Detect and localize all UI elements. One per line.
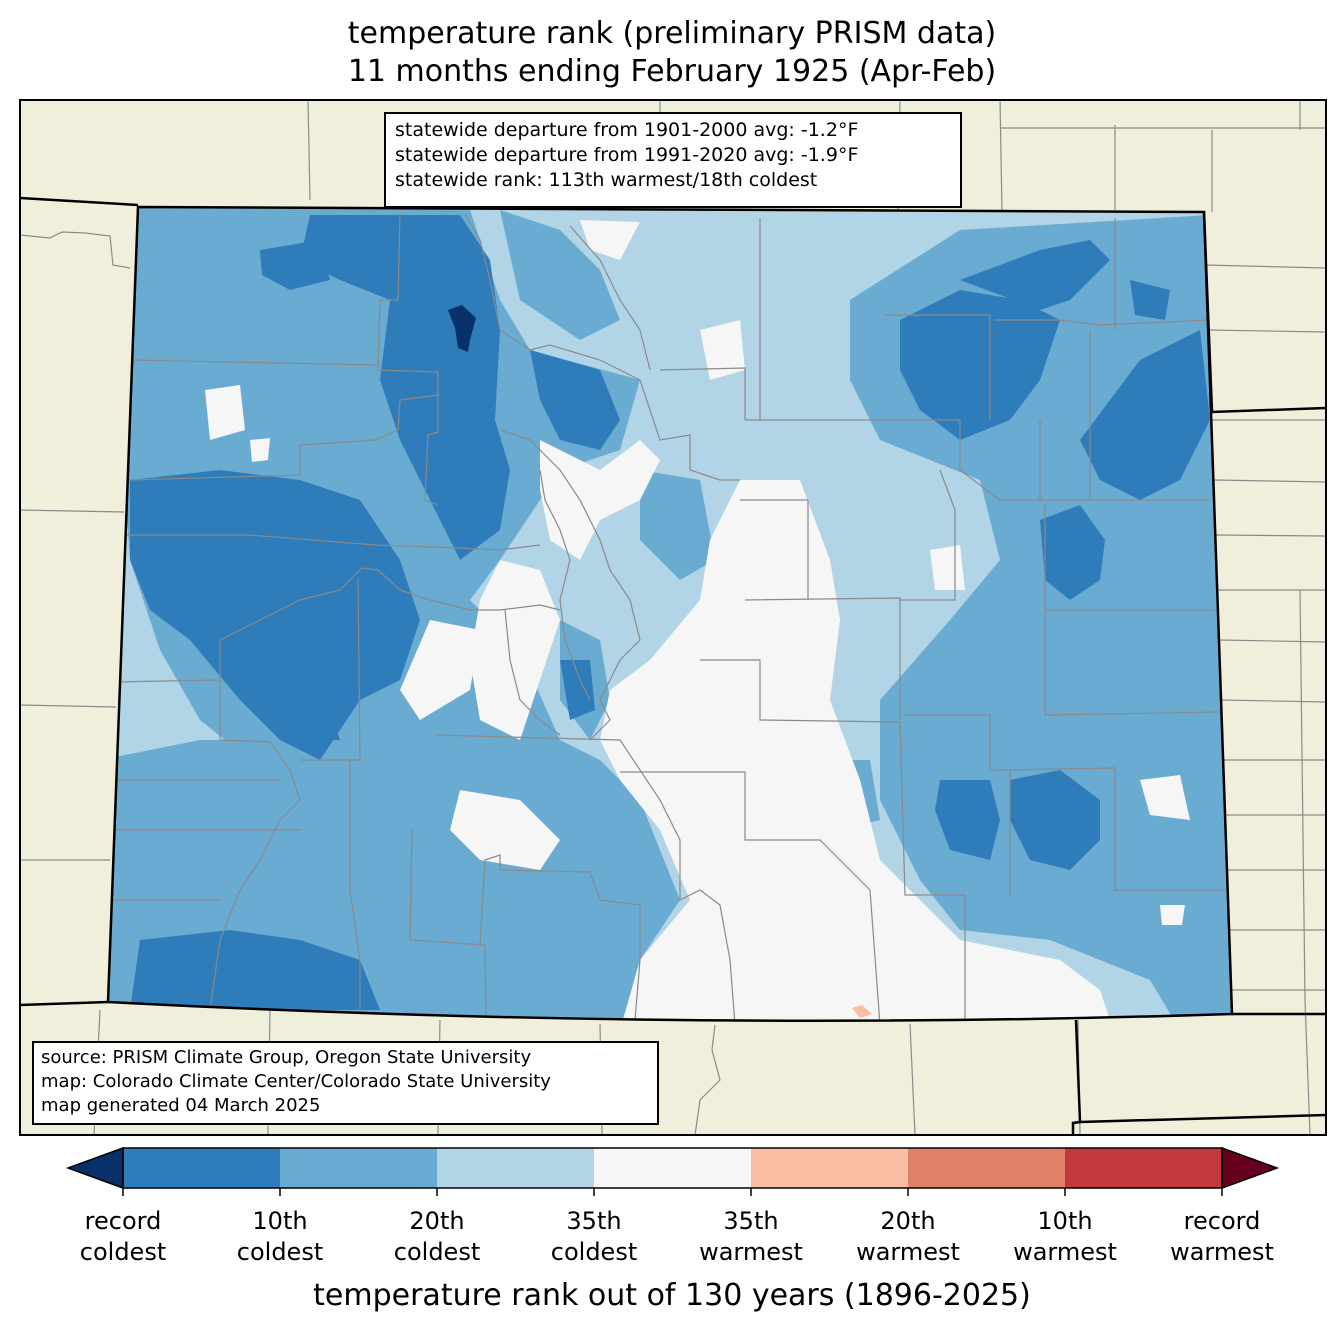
tick-label-rank: 10th (1037, 1207, 1093, 1235)
colorbar-tick-label: 35th warmest (661, 1206, 841, 1268)
colorbar-tick-label: record warmest (1132, 1206, 1312, 1268)
map-credit-line: map: Colorado Climate Center/Colorado St… (41, 1071, 551, 1092)
colorbar-tick-label: record coldest (33, 1206, 213, 1268)
colorbar-under-arrow (65, 1146, 124, 1190)
colorbar-tick-label: 20th coldest (347, 1206, 527, 1268)
colorbar-tick-label: 10th warmest (975, 1206, 1155, 1268)
map-title: temperature rank (preliminary PRISM data… (347, 16, 997, 51)
colorbar-tick-label: 20th warmest (818, 1206, 998, 1268)
colorbar-over-arrow (1221, 1146, 1280, 1190)
source-line: source: PRISM Climate Group, Oregon Stat… (41, 1047, 532, 1068)
map-subtitle: 11 months ending February 1925 (Apr-Feb) (347, 54, 997, 89)
colorbar-tick-label: 35th coldest (504, 1206, 684, 1268)
colorbar-bin (280, 1148, 438, 1188)
tick-label-direction: warmest (699, 1238, 803, 1266)
source-credits-box: source: PRISM Climate Group, Oregon Stat… (32, 1041, 659, 1125)
colorbar-label: temperature rank out of 130 years (1896-… (313, 1278, 1031, 1313)
tick-label-rank: 20th (880, 1207, 936, 1235)
stats-line-rank: statewide rank: 113th warmest/18th colde… (395, 169, 818, 191)
colorbar-bin (1065, 1148, 1223, 1188)
colorbar-bin (437, 1148, 595, 1188)
tick-label-direction: coldest (550, 1238, 638, 1266)
tick-label-direction: warmest (1013, 1238, 1117, 1266)
colorado-county-lines (108, 211, 1228, 1021)
colorbar-bin (594, 1148, 752, 1188)
state-borders (20, 196, 1326, 1135)
tick-label-rank: 20th (409, 1207, 465, 1235)
tick-label-direction: warmest (856, 1238, 960, 1266)
tick-label-rank: 10th (252, 1207, 308, 1235)
tick-label-direction: coldest (393, 1238, 481, 1266)
colorbar-bin (908, 1148, 1066, 1188)
generated-date-line: map generated 04 March 2025 (41, 1095, 321, 1116)
map-frame (19, 99, 1327, 1136)
colorbar (65, 1146, 1280, 1196)
colorbar-bin (123, 1148, 281, 1188)
tick-label-rank: 35th (723, 1207, 779, 1235)
tick-label-rank: 35th (566, 1207, 622, 1235)
statewide-stats-box: statewide departure from 1901-2000 avg: … (384, 112, 962, 208)
tick-label-direction: coldest (236, 1238, 324, 1266)
stats-line-1991-2020: statewide departure from 1991-2020 avg: … (395, 144, 859, 166)
colorbar-tick-label: 10th coldest (190, 1206, 370, 1268)
colorbar-bin (751, 1148, 909, 1188)
tick-label-rank: record (1183, 1207, 1261, 1235)
tick-label-direction: coldest (79, 1238, 167, 1266)
colorbar-outline (122, 1147, 1223, 1189)
tick-label-direction: warmest (1170, 1238, 1274, 1266)
stats-line-1901-2000: statewide departure from 1901-2000 avg: … (395, 119, 859, 141)
tick-label-rank: record (84, 1207, 162, 1235)
